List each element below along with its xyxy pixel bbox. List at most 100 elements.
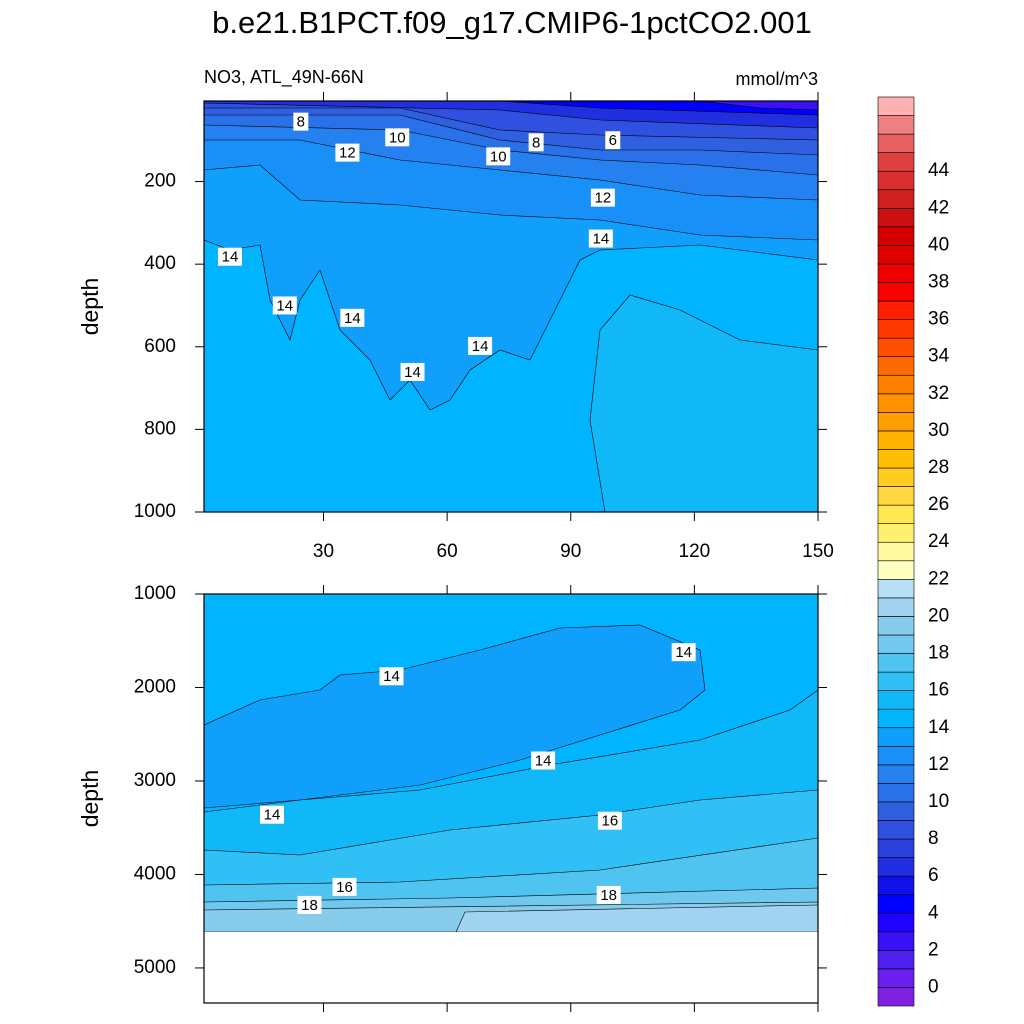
colorbar-tick-label: 2 (928, 939, 939, 960)
contour-label: 14 (276, 297, 293, 314)
colorbar-box (877, 170, 915, 191)
contour-label-box (340, 308, 365, 327)
colorbar-tick-label: 44 (928, 160, 950, 181)
colorbar-box (877, 838, 915, 858)
region (589, 294, 818, 512)
x-tick-label: 120 (679, 541, 711, 562)
contour-label-box (293, 112, 309, 131)
colorbar-box (877, 356, 915, 376)
colorbar-box (877, 894, 915, 914)
contour-label: 6 (609, 132, 617, 149)
contour-label-box (605, 131, 621, 150)
colorbar-box (877, 486, 915, 506)
region (455, 904, 818, 932)
colorbar-tick-label: 8 (928, 828, 939, 849)
region (699, 101, 818, 111)
colorbar-tick-label: 6 (928, 865, 939, 886)
subtitle-left: NO3, ATL_49N-66N (204, 67, 364, 88)
contour-label-box (597, 811, 622, 830)
contour-label: 10 (389, 129, 406, 146)
colorbar-box (877, 245, 915, 265)
colorbar-box (877, 133, 915, 153)
colorbar-box (877, 393, 915, 413)
colorbar-tick-label: 30 (928, 420, 949, 441)
colorbar-box (877, 263, 915, 283)
y-tick-label: 5000 (134, 957, 176, 978)
colorbar-box (877, 374, 915, 395)
colorbar-box (877, 504, 915, 524)
colorbar-tick-label: 32 (928, 383, 949, 404)
x-tick-label: 150 (802, 541, 834, 562)
colorbar-box (877, 319, 915, 339)
colorbar-box (877, 337, 915, 358)
colorbar-box (877, 96, 915, 116)
colorbar-box (877, 189, 915, 209)
y-tick-label: 4000 (134, 863, 176, 884)
colorbar-tick-label: 24 (928, 531, 950, 552)
contour-label: 12 (595, 190, 612, 207)
contour-label-box (596, 885, 621, 904)
x-tick-label: 60 (437, 541, 458, 562)
x-tick-label: 30 (313, 541, 334, 562)
contour-label: 14 (535, 752, 552, 769)
y-axis-label: depth (77, 278, 103, 336)
contour-label-box (335, 143, 360, 162)
y-tick-label: 2000 (134, 677, 176, 698)
contour-label: 14 (675, 644, 692, 661)
colorbar-tick-label: 28 (928, 457, 949, 478)
colorbar-box (877, 449, 915, 469)
contour-label-box (590, 188, 615, 207)
contour-label: 10 (490, 148, 507, 165)
subtitle-right: mmol/m^3 (736, 69, 818, 89)
colorbar-box (877, 690, 915, 710)
contour-label-box (400, 362, 425, 381)
contour-label-box (259, 805, 284, 824)
colorbar-tick-label: 14 (928, 717, 950, 738)
contour-label-box (385, 128, 410, 147)
colorbar-box (877, 412, 915, 432)
y-tick-label: 3000 (134, 770, 176, 791)
colorbar-box (877, 523, 915, 543)
colorbar-box (877, 708, 915, 729)
contour-label-box (588, 229, 613, 248)
colorbar-box (877, 783, 915, 803)
contour-label: 18 (301, 897, 318, 914)
y-tick-label: 200 (144, 171, 176, 192)
colorbar-tick-label: 10 (928, 791, 949, 812)
colorbar-tick-label: 20 (928, 605, 949, 626)
colorbar-box (877, 560, 915, 580)
colorbar-tick-label: 12 (928, 754, 949, 775)
colorbar-box (877, 801, 915, 821)
contour-label: 14 (592, 231, 609, 248)
colorbar-box (877, 875, 915, 895)
contour-label-box (468, 336, 493, 355)
contour-label: 8 (532, 134, 540, 151)
contour-label: 14 (264, 807, 281, 824)
colorbar-tick-label: 16 (928, 680, 949, 701)
contour-label-box (332, 877, 357, 896)
contour-label: 14 (344, 310, 361, 327)
colorbar-box (877, 300, 915, 320)
colorbar-tick-label: 18 (928, 643, 949, 664)
colorbar-box (877, 857, 915, 877)
colorbar-box (877, 430, 915, 450)
colorbar-box (877, 115, 915, 135)
x-tick-label: 90 (560, 541, 581, 562)
contour-label-box (528, 133, 544, 152)
contour-label: 12 (339, 145, 356, 162)
colorbar-box (877, 745, 915, 766)
colorbar-tick-label: 36 (928, 309, 949, 330)
colorbar-box (877, 987, 915, 1007)
colorbar-box (877, 467, 915, 487)
colorbar-tick-label: 4 (928, 902, 939, 923)
colorbar-tick-label: 22 (928, 568, 949, 589)
colorbar-tick-label: 42 (928, 197, 949, 218)
colorbar-box (877, 226, 915, 246)
plot-frame (203, 100, 819, 513)
colorbar-tick-label: 0 (928, 976, 939, 997)
colorbar-box (877, 912, 915, 933)
colorbar-tick-label: 34 (928, 346, 950, 367)
colorbar-box (877, 579, 915, 599)
contour-label: 18 (600, 887, 617, 904)
contour-label-box (671, 643, 696, 662)
